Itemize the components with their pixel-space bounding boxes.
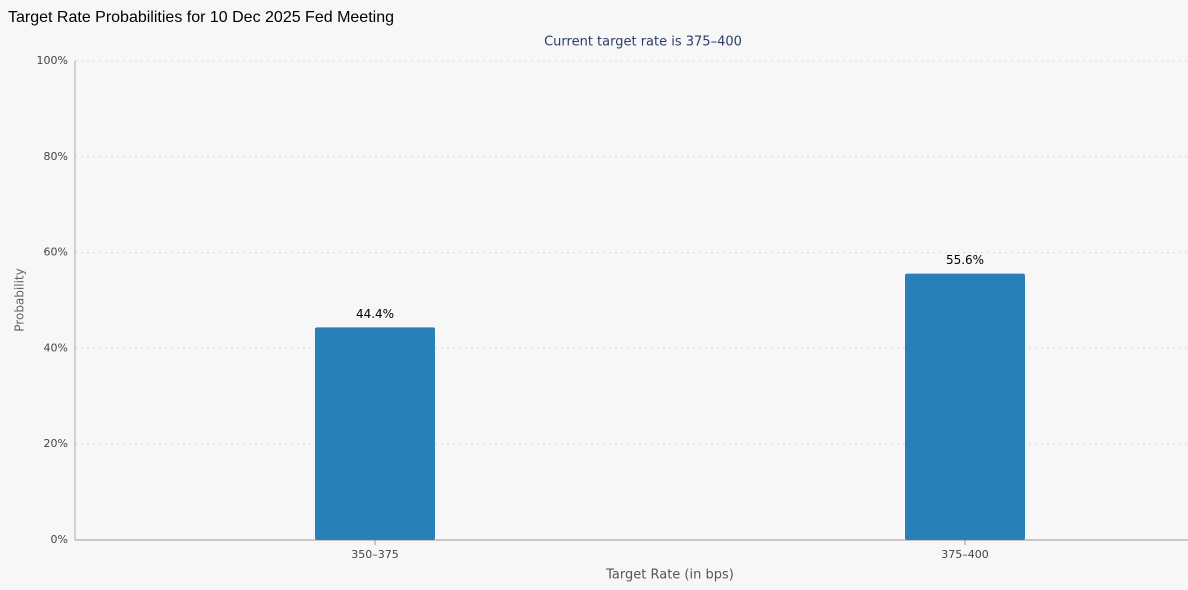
bar xyxy=(905,273,1025,540)
y-axis-label: Probability xyxy=(13,268,27,331)
value-label: 55.6% xyxy=(946,253,984,267)
value-label: 44.4% xyxy=(356,307,394,321)
x-axis-label: Target Rate (in bps) xyxy=(605,568,734,583)
chart-subtitle: Current target rate is 375–400 xyxy=(544,35,742,50)
y-tick-label: 20% xyxy=(44,437,68,450)
x-tick-label: 375–400 xyxy=(941,548,989,561)
y-tick-label: 80% xyxy=(44,150,68,163)
bar xyxy=(315,327,435,540)
y-tick-label: 40% xyxy=(44,341,68,354)
y-tick-label: 100% xyxy=(37,54,68,67)
y-tick-label: 0% xyxy=(51,533,68,546)
y-tick-label: 60% xyxy=(44,246,68,259)
x-tick-label: 350–375 xyxy=(351,548,399,561)
chart-title: Target Rate Probabilities for 10 Dec 202… xyxy=(8,9,394,26)
